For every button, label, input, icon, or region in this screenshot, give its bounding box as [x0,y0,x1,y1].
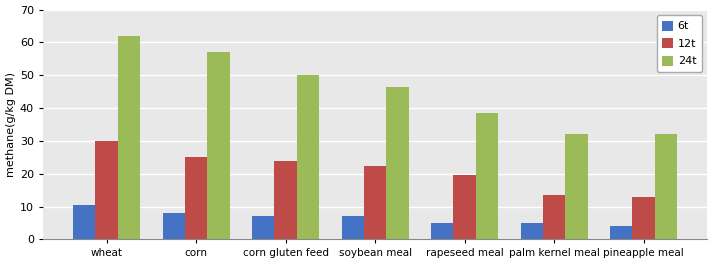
Bar [252,216,275,239]
Bar [342,216,364,239]
Y-axis label: methane(g/kg DM): methane(g/kg DM) [6,72,16,177]
Bar [520,223,543,239]
Bar [476,113,498,239]
Bar [386,87,409,239]
Bar [364,166,386,239]
Bar [431,223,453,239]
Bar [297,75,319,239]
Bar [565,134,588,239]
Legend: 6t, 12t, 24t: 6t, 12t, 24t [657,15,702,72]
Bar [275,161,297,239]
Bar [96,141,118,239]
Bar [543,195,565,239]
Bar [73,205,96,239]
Bar [185,157,207,239]
Bar [118,36,140,239]
Bar [632,197,655,239]
Bar [655,134,677,239]
Bar [453,175,476,239]
Bar [163,213,185,239]
Bar [610,226,632,239]
Bar [207,52,230,239]
